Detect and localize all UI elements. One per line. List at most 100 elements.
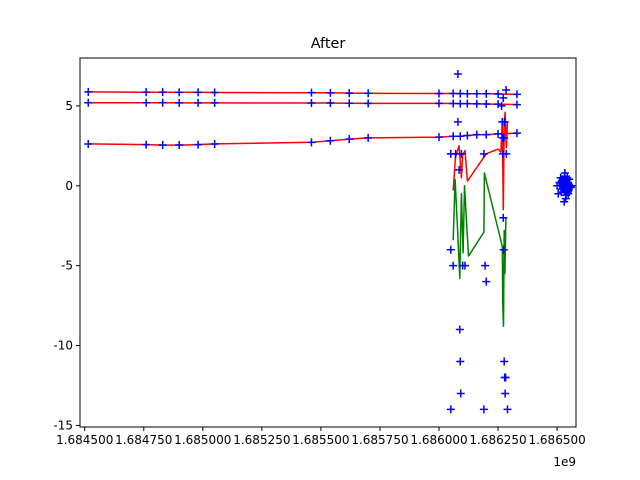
data-point-5-39 [463,89,472,98]
data-point-5-71 [497,101,506,110]
data-point-5-5 [142,140,151,149]
data-point-5-52 [512,100,521,109]
data-point-5-60 [456,357,465,366]
y-tick-label-0: 5 [65,99,73,113]
data-point-5-48 [494,89,503,98]
x-tick-label-5: 1.685750 [351,433,408,447]
axes-frame [79,57,577,428]
series-line-4 [452,172,507,328]
data-point-5-66 [451,149,460,158]
data-point-5-56 [453,69,462,78]
data-point-5-84 [500,117,509,126]
data-point-5-64 [460,261,469,270]
data-point-5-42 [472,89,481,98]
data-point-6-33 [557,177,566,185]
plot-area [84,69,576,414]
data-point-5-22 [326,99,335,108]
data-point-6-31 [559,183,568,192]
data-point-5-25 [345,99,354,108]
data-point-5-2 [84,139,93,148]
data-point-5-12 [194,88,203,97]
data-point-5-29 [364,133,373,142]
data-point-5-41 [463,131,472,140]
data-point-5-83 [499,133,508,142]
data-point-5-76 [500,357,509,366]
data-point-5-6 [158,88,167,97]
data-point-5-78 [501,389,510,398]
y-tick-label-4: -15 [53,418,73,432]
data-point-5-50 [494,129,503,138]
data-point-5-80 [502,85,511,94]
y-tick-label-3: -10 [53,339,73,353]
data-point-5-34 [449,99,458,108]
data-point-5-3 [142,88,151,97]
data-point-5-7 [158,98,167,107]
data-point-5-75 [499,245,508,254]
data-point-6-30 [562,178,571,187]
data-point-5-33 [449,89,458,98]
data-point-5-1 [84,98,93,107]
data-point-5-23 [326,136,335,145]
data-point-5-40 [463,99,472,108]
data-point-5-65 [446,405,455,414]
data-point-5-49 [494,100,503,109]
data-point-5-70 [479,405,488,414]
data-point-5-16 [210,98,219,107]
data-point-5-46 [482,100,491,109]
data-point-5-61 [456,389,465,398]
data-point-5-69 [482,277,491,286]
data-point-5-11 [175,141,184,150]
data-point-5-24 [345,89,354,98]
data-point-5-45 [482,89,491,98]
data-point-5-87 [503,405,512,414]
data-point-5-0 [84,87,93,96]
x-tick-label-7: 1.686250 [469,433,526,447]
x-tick-label-8: 1.686500 [528,433,585,447]
data-point-5-38 [456,132,465,141]
x-tick-label-1: 1.684750 [115,433,172,447]
x-tick-label-3: 1.685250 [233,433,290,447]
data-point-5-14 [194,140,203,149]
data-point-5-28 [364,99,373,108]
data-point-5-27 [364,89,373,98]
x-tick-label-2: 1.685000 [174,433,231,447]
x-tick-label-0: 1.684500 [56,433,113,447]
chart-title: After [311,36,346,52]
data-point-5-53 [512,129,521,138]
data-point-6-22 [557,188,566,197]
data-point-5-10 [175,98,184,107]
x-axis: 1.684500 1.684750 1.685000 1.685250 1.685500… [56,427,586,447]
data-point-5-57 [453,117,462,126]
data-point-5-68 [481,261,490,270]
data-point-5-85 [502,149,511,158]
data-point-5-79 [501,373,510,382]
data-point-5-47 [482,130,491,139]
data-point-5-32 [435,133,444,142]
data-point-5-8 [158,141,167,150]
data-point-5-37 [456,99,465,108]
y-tick-label-2: -5 [61,259,73,273]
data-point-5-74 [499,213,508,222]
data-point-5-55 [446,245,455,254]
data-point-5-58 [455,165,464,174]
data-point-6-34 [564,184,573,193]
data-point-5-30 [435,89,444,98]
data-point-5-13 [194,98,203,107]
data-point-5-35 [449,132,458,141]
data-point-5-20 [307,138,316,147]
data-point-5-82 [499,93,508,102]
data-point-6-24 [560,169,569,178]
data-point-5-9 [175,88,184,97]
data-point-5-19 [307,99,316,108]
data-point-5-51 [512,90,521,99]
data-point-5-67 [479,149,488,158]
data-point-5-26 [345,135,354,144]
data-point-5-86 [449,261,458,270]
data-point-5-31 [435,99,444,108]
data-point-6-32 [563,180,572,189]
data-point-5-43 [472,99,481,108]
x-offset-label: 1e9 [553,455,576,469]
data-point-5-21 [326,88,335,97]
